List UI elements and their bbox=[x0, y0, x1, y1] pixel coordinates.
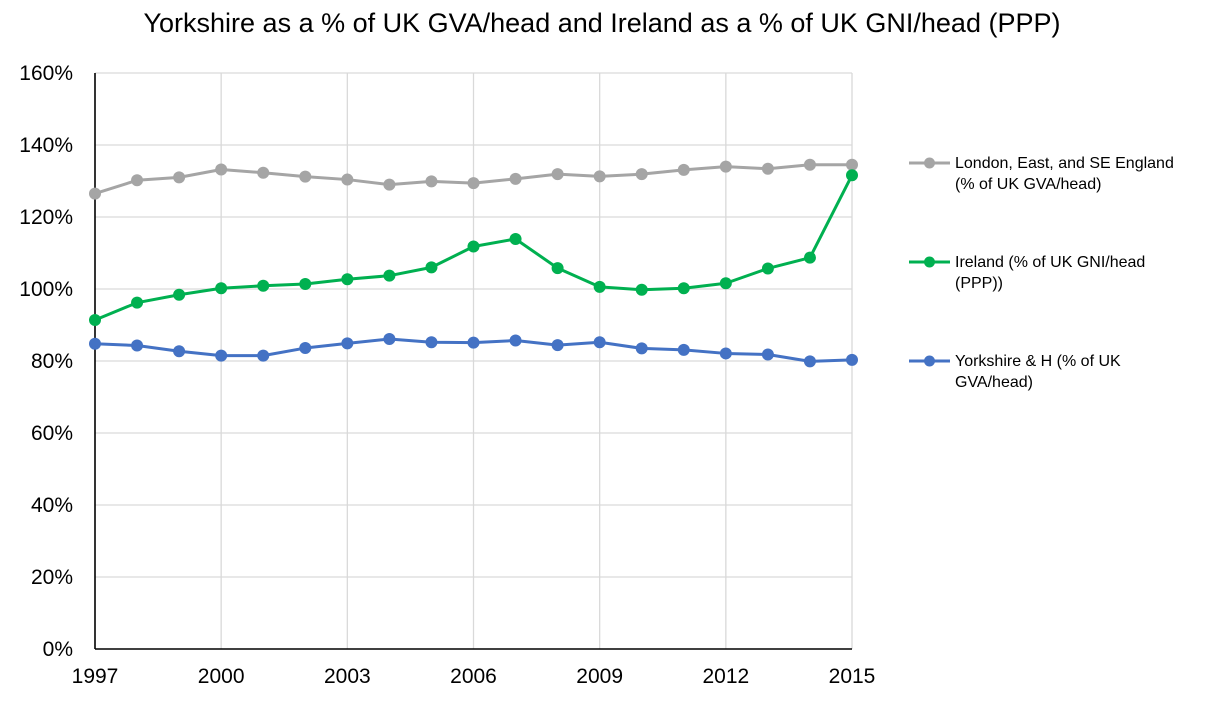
x-tick-label: 2000 bbox=[198, 665, 245, 688]
series-3 bbox=[89, 333, 858, 368]
legend-entry: London, East, and SE England (% of UK GVA… bbox=[909, 155, 1174, 193]
x-tick-label: 1997 bbox=[72, 665, 119, 688]
data-point bbox=[467, 240, 480, 253]
data-point bbox=[761, 162, 774, 175]
data-point bbox=[635, 342, 648, 355]
data-point bbox=[677, 282, 690, 295]
legend-label: Yorkshire & H (% of UK bbox=[955, 353, 1121, 370]
y-tick-label: 60% bbox=[31, 422, 73, 445]
data-point bbox=[341, 173, 354, 186]
chart-title: Yorkshire as a % of UK GVA/head and Irel… bbox=[144, 8, 1061, 38]
data-point bbox=[677, 343, 690, 356]
data-point bbox=[846, 158, 858, 171]
data-point bbox=[215, 282, 228, 295]
data-point bbox=[803, 251, 816, 264]
data-point bbox=[425, 336, 438, 349]
series-1 bbox=[89, 158, 858, 200]
data-point bbox=[677, 163, 690, 176]
legend-label: GVA/head) bbox=[955, 374, 1033, 391]
gridlines bbox=[95, 72, 853, 649]
data-point bbox=[803, 355, 816, 368]
data-point bbox=[846, 353, 858, 366]
data-point bbox=[299, 170, 312, 183]
data-point bbox=[89, 313, 101, 326]
axes: 0% 20% 40% 60% 80% 100% 120% 140% 160% 1997 2000 20… bbox=[19, 62, 875, 688]
y-tick-label: 0% bbox=[43, 638, 73, 661]
data-point bbox=[257, 349, 270, 362]
data-point bbox=[719, 277, 732, 290]
data-point bbox=[719, 160, 732, 173]
data-point bbox=[173, 171, 186, 184]
data-point bbox=[761, 348, 774, 361]
data-point bbox=[131, 296, 144, 309]
y-tick-label: 80% bbox=[31, 350, 73, 373]
y-tick-label: 140% bbox=[19, 134, 73, 157]
data-point bbox=[215, 349, 228, 362]
y-tick-label: 160% bbox=[19, 62, 73, 85]
data-point bbox=[551, 262, 564, 275]
x-tick-label: 2012 bbox=[702, 665, 749, 688]
data-point bbox=[341, 337, 354, 350]
data-point bbox=[131, 174, 144, 187]
legend-swatch-marker bbox=[924, 355, 935, 367]
data-point bbox=[89, 337, 101, 350]
data-point bbox=[299, 277, 312, 290]
data-point bbox=[383, 333, 396, 346]
data-point bbox=[173, 288, 186, 301]
data-point bbox=[257, 166, 270, 179]
data-point bbox=[467, 336, 480, 349]
data-point bbox=[131, 339, 144, 352]
y-tick-label: 40% bbox=[31, 494, 73, 517]
legend-label: (PPP)) bbox=[955, 275, 1003, 292]
legend-swatch-marker bbox=[924, 157, 935, 169]
data-point bbox=[257, 279, 270, 292]
legend-label: Ireland (% of UK GNI/head bbox=[955, 254, 1145, 271]
x-tick-label: 2006 bbox=[450, 665, 497, 688]
data-point bbox=[551, 339, 564, 352]
data-point bbox=[425, 175, 438, 188]
y-tick-label: 120% bbox=[19, 206, 73, 229]
data-point bbox=[509, 334, 522, 347]
legend-label: London, East, and SE England bbox=[955, 155, 1174, 172]
data-point bbox=[467, 177, 480, 190]
data-point bbox=[635, 283, 648, 296]
data-point bbox=[383, 269, 396, 282]
data-point bbox=[761, 262, 774, 275]
legend-label: (% of UK GVA/head) bbox=[955, 176, 1101, 193]
data-point bbox=[173, 345, 186, 358]
data-point bbox=[593, 336, 606, 349]
data-point bbox=[803, 158, 816, 171]
data-point bbox=[509, 172, 522, 185]
y-tick-label: 100% bbox=[19, 278, 73, 301]
data-point bbox=[719, 347, 732, 360]
data-point bbox=[215, 163, 228, 176]
series-2 bbox=[89, 169, 858, 326]
y-tick-label: 20% bbox=[31, 566, 73, 589]
data-point bbox=[383, 178, 396, 191]
series-layer bbox=[89, 158, 858, 368]
data-point bbox=[551, 168, 564, 181]
legend-entry: Yorkshire & H (% of UK GVA/head) bbox=[909, 353, 1121, 391]
x-tick-label: 2009 bbox=[576, 665, 623, 688]
data-point bbox=[635, 168, 648, 181]
data-point bbox=[846, 169, 858, 182]
legend: London, East, and SE England (% of UK GVA… bbox=[909, 155, 1174, 391]
data-point bbox=[593, 170, 606, 183]
x-tick-label: 2003 bbox=[324, 665, 371, 688]
legend-swatch-marker bbox=[924, 256, 935, 268]
data-point bbox=[425, 261, 438, 274]
data-point bbox=[341, 273, 354, 286]
x-tick-label: 2015 bbox=[829, 665, 876, 688]
data-point bbox=[593, 280, 606, 293]
data-point bbox=[89, 187, 101, 200]
data-point bbox=[509, 232, 522, 245]
legend-entry: Ireland (% of UK GNI/head (PPP)) bbox=[909, 254, 1145, 292]
data-point bbox=[299, 342, 312, 355]
